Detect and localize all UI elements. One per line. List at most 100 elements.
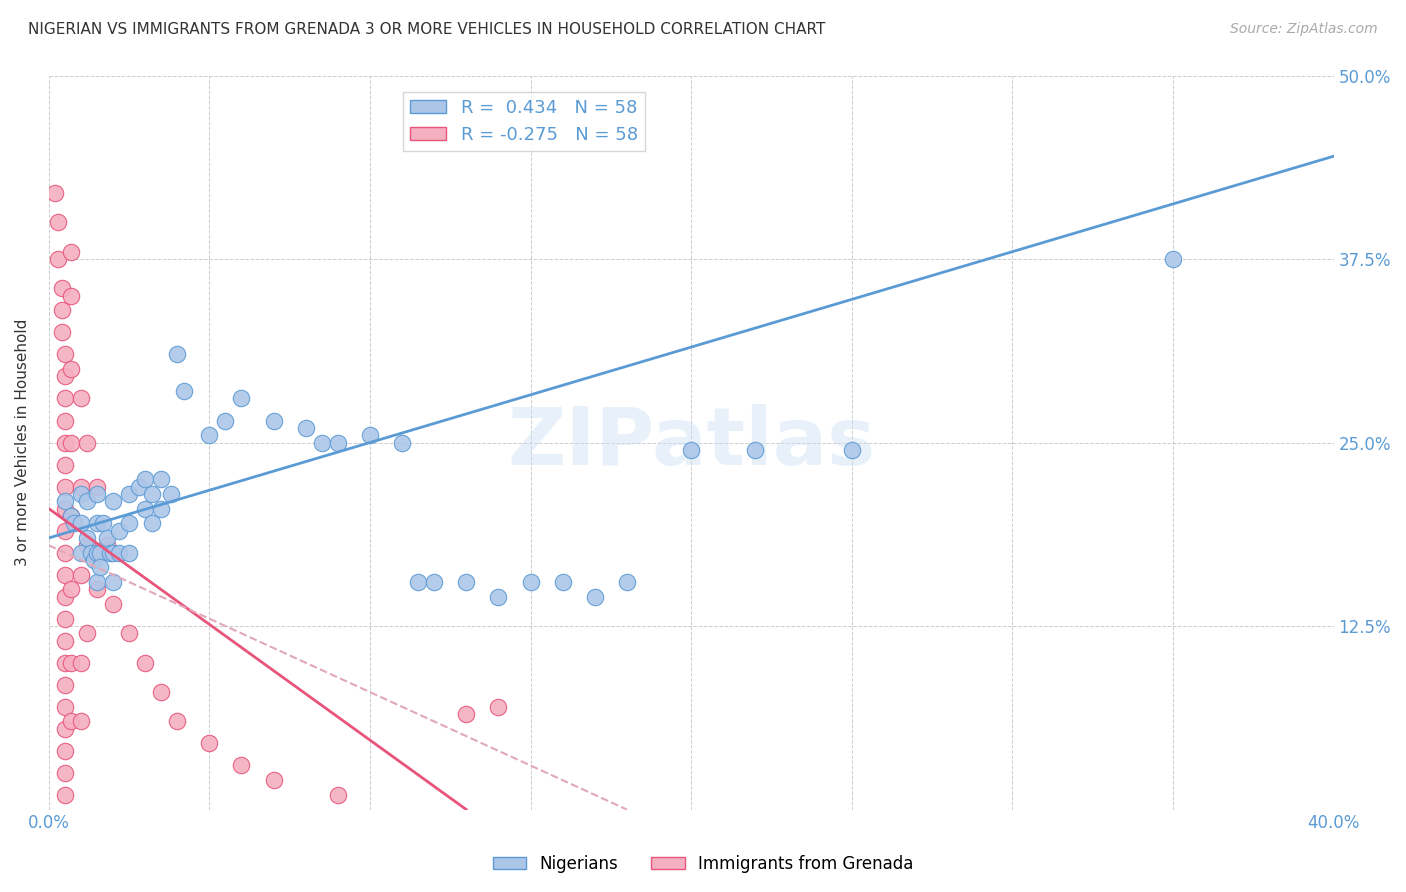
Point: [60, 435, 83, 450]
Point: [51, 281, 73, 295]
Point: [423, 574, 446, 589]
Point: [166, 347, 188, 361]
Point: [118, 626, 141, 640]
Text: Source: ZipAtlas.com: Source: ZipAtlas.com: [1230, 22, 1378, 37]
Point: [76, 538, 98, 552]
Point: [86, 516, 108, 531]
Point: [76, 531, 98, 545]
Point: [159, 487, 181, 501]
Point: [101, 574, 124, 589]
Point: [108, 524, 131, 538]
Point: [214, 413, 236, 427]
Point: [53, 656, 76, 670]
Point: [53, 392, 76, 406]
Point: [96, 538, 118, 552]
Point: [456, 707, 478, 722]
Point: [53, 744, 76, 758]
Point: [76, 435, 98, 450]
Point: [70, 656, 93, 670]
Point: [44, 186, 66, 200]
Point: [60, 244, 83, 259]
Point: [63, 516, 86, 531]
Point: [53, 590, 76, 604]
Point: [53, 413, 76, 427]
Point: [48, 215, 70, 229]
Point: [118, 516, 141, 531]
Point: [1161, 252, 1184, 266]
Point: [53, 369, 76, 384]
Point: [53, 788, 76, 802]
Point: [76, 626, 98, 640]
Point: [53, 567, 76, 582]
Point: [263, 413, 285, 427]
Point: [51, 326, 73, 340]
Point: [141, 516, 163, 531]
Point: [86, 546, 108, 560]
Point: [486, 699, 509, 714]
Point: [53, 501, 76, 516]
Point: [89, 546, 111, 560]
Point: [53, 633, 76, 648]
Point: [359, 428, 381, 442]
Point: [263, 773, 285, 788]
Point: [70, 567, 93, 582]
Point: [53, 524, 76, 538]
Point: [128, 479, 150, 493]
Point: [150, 472, 173, 486]
Point: [519, 574, 541, 589]
Legend: R =  0.434   N = 58, R = -0.275   N = 58: R = 0.434 N = 58, R = -0.275 N = 58: [404, 92, 645, 152]
Point: [150, 685, 173, 699]
Point: [48, 252, 70, 266]
Point: [744, 442, 766, 457]
Point: [198, 428, 221, 442]
Point: [53, 435, 76, 450]
Point: [118, 487, 141, 501]
Point: [89, 560, 111, 574]
Point: [551, 574, 574, 589]
Point: [53, 546, 76, 560]
Point: [53, 699, 76, 714]
Point: [311, 435, 333, 450]
Point: [76, 494, 98, 508]
Point: [60, 714, 83, 729]
Point: [198, 736, 221, 750]
Point: [101, 494, 124, 508]
Point: [406, 574, 429, 589]
Point: [294, 421, 316, 435]
Y-axis label: 3 or more Vehicles in Household: 3 or more Vehicles in Household: [15, 318, 30, 566]
Point: [53, 494, 76, 508]
Point: [841, 442, 863, 457]
Point: [231, 392, 253, 406]
Point: [391, 435, 413, 450]
Point: [60, 362, 83, 376]
Point: [53, 612, 76, 626]
Point: [326, 435, 349, 450]
Point: [150, 501, 173, 516]
Point: [86, 487, 108, 501]
Point: [60, 508, 83, 523]
Point: [141, 487, 163, 501]
Point: [53, 722, 76, 736]
Point: [86, 479, 108, 493]
Point: [60, 582, 83, 597]
Point: [70, 516, 93, 531]
Point: [326, 788, 349, 802]
Legend: Nigerians, Immigrants from Grenada: Nigerians, Immigrants from Grenada: [486, 848, 920, 880]
Point: [101, 546, 124, 560]
Point: [108, 546, 131, 560]
Point: [70, 546, 93, 560]
Point: [101, 597, 124, 611]
Point: [583, 590, 606, 604]
Point: [53, 765, 76, 780]
Point: [53, 678, 76, 692]
Text: ZIPatlas: ZIPatlas: [508, 403, 876, 482]
Point: [60, 289, 83, 303]
Point: [98, 546, 121, 560]
Point: [486, 590, 509, 604]
Point: [70, 479, 93, 493]
Text: NIGERIAN VS IMMIGRANTS FROM GRENADA 3 OR MORE VEHICLES IN HOUSEHOLD CORRELATION : NIGERIAN VS IMMIGRANTS FROM GRENADA 3 OR…: [28, 22, 825, 37]
Point: [83, 553, 105, 567]
Point: [70, 487, 93, 501]
Point: [86, 574, 108, 589]
Point: [53, 479, 76, 493]
